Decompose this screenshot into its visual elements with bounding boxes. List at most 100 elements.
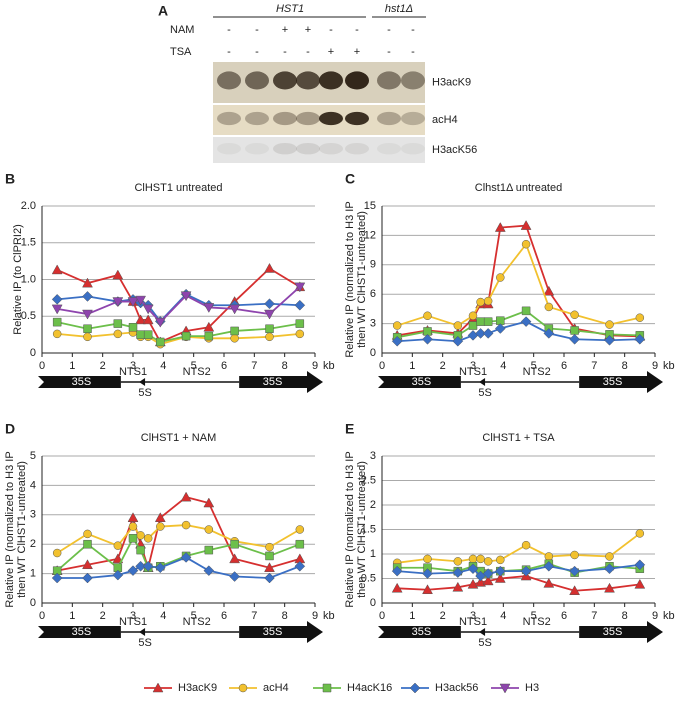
x-tick-label: 2: [100, 610, 106, 622]
x-tick-label: 7: [251, 610, 257, 622]
group-label: HST1: [276, 3, 304, 15]
series-line: [57, 286, 301, 324]
chart-title: ClHST1 + NAM: [141, 432, 217, 444]
panel-label: B: [5, 171, 15, 187]
x-tick-label: 4: [160, 610, 166, 622]
marker: [295, 539, 305, 549]
x-tick-label: 1: [409, 610, 415, 622]
marker: [82, 572, 93, 584]
marker: [83, 332, 92, 342]
y-tick-label: 3: [370, 318, 376, 330]
marker: [423, 327, 432, 336]
band: [401, 142, 425, 155]
x-tick-label: 3: [130, 610, 136, 622]
marker: [180, 491, 192, 502]
marker: [422, 333, 433, 345]
marker: [181, 520, 191, 530]
band: [273, 142, 297, 155]
map-label: 35S: [412, 376, 432, 388]
x-tick-label: 7: [591, 360, 597, 372]
legend-label: H3: [525, 682, 539, 694]
y-tick-label: 2: [30, 538, 36, 550]
marker: [521, 540, 531, 550]
band: [345, 71, 369, 90]
y-tick-label: 15: [364, 200, 376, 212]
legend-marker: [238, 683, 248, 693]
x-tick-label: 0: [39, 360, 45, 372]
y-axis-label: then WT ClHST1-untreated): [356, 211, 368, 348]
y-tick-label: 0: [30, 347, 36, 359]
y-axis-label: Relative IP (normalized to H3 IP: [344, 201, 356, 357]
marker: [520, 565, 532, 577]
blot-label: H3acK9: [432, 76, 471, 88]
blot-label: acH4: [432, 114, 458, 126]
marker: [264, 298, 275, 310]
marker: [135, 560, 146, 572]
x-tick-label: 4: [500, 360, 506, 372]
y-tick-label: 2: [370, 499, 376, 511]
x-tick-label: 8: [622, 360, 628, 372]
row-label: TSA: [170, 46, 192, 58]
band: [401, 71, 425, 90]
legend-label: H3acK9: [178, 682, 217, 694]
marker: [295, 525, 305, 534]
marker: [604, 563, 615, 575]
series-line: [56, 496, 301, 572]
marker: [520, 220, 532, 230]
treatment-sign: -: [329, 24, 333, 36]
marker: [392, 321, 402, 330]
marker: [229, 553, 241, 564]
group-label: hst1Δ: [385, 3, 413, 15]
marker: [51, 264, 63, 275]
marker: [52, 329, 62, 339]
marker: [83, 529, 92, 539]
marker: [452, 335, 464, 347]
marker: [112, 297, 124, 308]
x-axis-label: kb: [323, 360, 335, 372]
marker: [468, 311, 478, 321]
map-block: [239, 371, 323, 393]
treatment-sign: -: [387, 24, 391, 36]
y-tick-label: 0: [370, 597, 376, 609]
marker: [52, 548, 62, 558]
marker: [112, 569, 124, 581]
x-tick-label: 1: [69, 360, 75, 372]
legend-label: H4acK16: [347, 682, 392, 694]
marker: [204, 331, 214, 341]
y-tick-label: 1: [30, 568, 36, 580]
marker: [496, 273, 505, 282]
band: [345, 111, 369, 126]
marker: [635, 313, 645, 322]
band: [401, 111, 425, 126]
marker: [82, 559, 93, 570]
panel-label: D: [5, 421, 15, 437]
marker: [264, 262, 275, 273]
marker: [423, 563, 432, 572]
marker: [295, 319, 305, 328]
series-line: [397, 575, 640, 592]
marker: [113, 563, 123, 572]
marker: [544, 302, 554, 312]
band: [319, 71, 343, 90]
y-axis-label: then WT ClHST1-untreated): [356, 461, 368, 598]
x-tick-label: 5: [191, 610, 197, 622]
x-tick-label: 8: [622, 610, 628, 622]
y-axis-label: Relative IP (normalized to H3 IP: [344, 451, 356, 607]
marker: [128, 522, 138, 531]
x-tick-label: 3: [470, 610, 476, 622]
x-tick-label: 8: [282, 610, 288, 622]
treatment-sign: -: [227, 24, 231, 36]
marker: [543, 560, 555, 572]
marker: [634, 333, 646, 345]
treatment-sign: -: [411, 46, 415, 58]
series-line: [56, 267, 301, 344]
marker: [127, 512, 139, 522]
map-block: [38, 626, 121, 638]
marker: [543, 577, 555, 588]
marker: [135, 314, 147, 325]
y-tick-label: 4: [30, 479, 36, 491]
y-tick-label: 2.5: [361, 474, 376, 486]
y-axis-label: Relative IP (to ClPRI2): [12, 224, 24, 334]
x-tick-label: 3: [470, 360, 476, 372]
marker: [143, 330, 153, 339]
